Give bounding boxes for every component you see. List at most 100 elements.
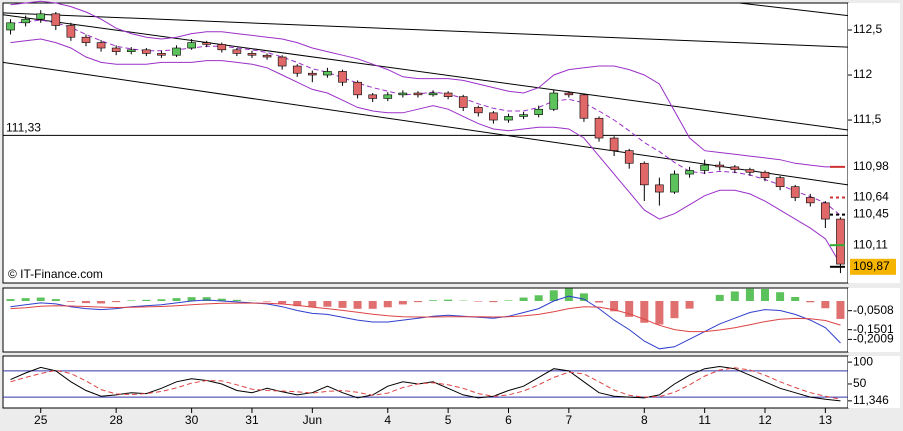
histogram-bar xyxy=(821,300,830,309)
x-tick-label: 28 xyxy=(109,413,123,427)
histogram-bar xyxy=(172,298,181,301)
candle-body xyxy=(564,92,574,96)
candle-body xyxy=(474,107,483,114)
histogram-bar xyxy=(474,300,483,302)
candle-body xyxy=(639,162,649,186)
histogram-bar xyxy=(413,300,422,303)
x-tick-label: 11 xyxy=(698,413,711,427)
x-tick-label: 30 xyxy=(185,413,199,427)
stoch-axis xyxy=(848,356,900,408)
candle-body xyxy=(202,42,212,45)
x-tick-label: 4 xyxy=(384,413,391,427)
candle-body xyxy=(413,92,423,96)
candle-body xyxy=(383,94,393,99)
candle-body xyxy=(579,94,589,119)
candle-body xyxy=(534,108,543,115)
candle-body xyxy=(187,42,196,49)
candle-body xyxy=(232,49,242,54)
level-label: 110,11 xyxy=(853,237,888,251)
candle-body xyxy=(21,18,30,24)
histogram-bar xyxy=(489,300,498,303)
histogram-bar xyxy=(398,300,407,305)
histogram-bar xyxy=(157,299,166,301)
y-tick-label: -0,1501 xyxy=(853,322,894,336)
level-label: 110,64 xyxy=(853,190,889,204)
histogram-bar xyxy=(323,300,332,307)
histogram-bar xyxy=(745,288,754,301)
candle-body xyxy=(805,197,815,204)
candle-body xyxy=(81,36,91,43)
histogram-bar xyxy=(338,300,347,308)
candle-body xyxy=(36,13,46,20)
band-lower xyxy=(10,38,841,265)
price-axis xyxy=(848,3,900,283)
candle-body xyxy=(66,25,76,38)
candle-body xyxy=(217,44,227,51)
candle-body xyxy=(624,150,634,164)
trend-line xyxy=(2,61,849,186)
histogram-bar xyxy=(791,296,800,301)
candle-body xyxy=(96,42,106,49)
level-label-box xyxy=(850,258,896,275)
histogram-bar xyxy=(579,293,588,301)
x-tick-label: 7 xyxy=(566,413,573,427)
x-tick-label: 12 xyxy=(758,413,772,427)
histogram-bar xyxy=(564,288,573,301)
x-tick-label: 8 xyxy=(641,413,648,427)
candle-body xyxy=(308,72,317,76)
histogram-bar xyxy=(368,300,377,309)
histogram-bar xyxy=(308,300,317,308)
x-tick-label: 31 xyxy=(245,413,259,427)
candle-body xyxy=(489,112,498,121)
candle-body xyxy=(504,116,513,121)
candle-body xyxy=(6,22,15,31)
histogram-bar xyxy=(51,299,60,301)
histogram-bar xyxy=(806,300,815,303)
histogram-bar xyxy=(715,294,724,301)
candle-body xyxy=(51,13,61,26)
band-upper xyxy=(10,0,841,168)
candle-body xyxy=(715,164,725,168)
candle-body xyxy=(126,49,136,52)
trend-line xyxy=(739,2,849,17)
histogram-bar xyxy=(263,300,272,302)
candle-body xyxy=(821,202,830,220)
candle-body xyxy=(247,53,257,56)
histogram-bar xyxy=(519,297,528,301)
candle-body xyxy=(172,47,181,56)
histogram-bar xyxy=(187,297,196,301)
histogram-bar xyxy=(232,299,241,301)
y-tick-label: -0,2009 xyxy=(853,332,894,346)
histogram-bar xyxy=(549,290,558,301)
histogram-bar xyxy=(625,300,634,317)
candle-body xyxy=(277,56,287,67)
histogram-bar xyxy=(685,300,694,309)
histogram-bar xyxy=(534,295,543,301)
candle-body xyxy=(458,96,468,108)
histogram-bar xyxy=(293,300,302,307)
candle-body xyxy=(353,81,362,96)
candle-body xyxy=(142,49,151,54)
level-label: 110,98 xyxy=(853,159,889,173)
candle-body xyxy=(398,92,408,96)
histogram-bar xyxy=(353,300,362,309)
main-panel xyxy=(2,2,849,284)
candle-body xyxy=(338,71,347,83)
source: © IT-Finance.com xyxy=(8,267,103,281)
level-label: 110,45 xyxy=(853,207,889,221)
histogram-bar xyxy=(142,299,151,301)
y-tick-label: 111,5 xyxy=(853,112,882,126)
candle-body xyxy=(700,164,709,171)
histogram-bar xyxy=(776,292,785,301)
histogram-bar xyxy=(836,300,845,319)
histogram-bar xyxy=(66,300,75,302)
histogram-bar xyxy=(97,300,106,304)
candle-body xyxy=(292,65,302,74)
macd-line xyxy=(10,302,841,333)
candle-body xyxy=(443,92,453,97)
candle-body xyxy=(594,117,604,139)
histogram-bar xyxy=(81,300,90,304)
candle-body xyxy=(549,92,559,110)
